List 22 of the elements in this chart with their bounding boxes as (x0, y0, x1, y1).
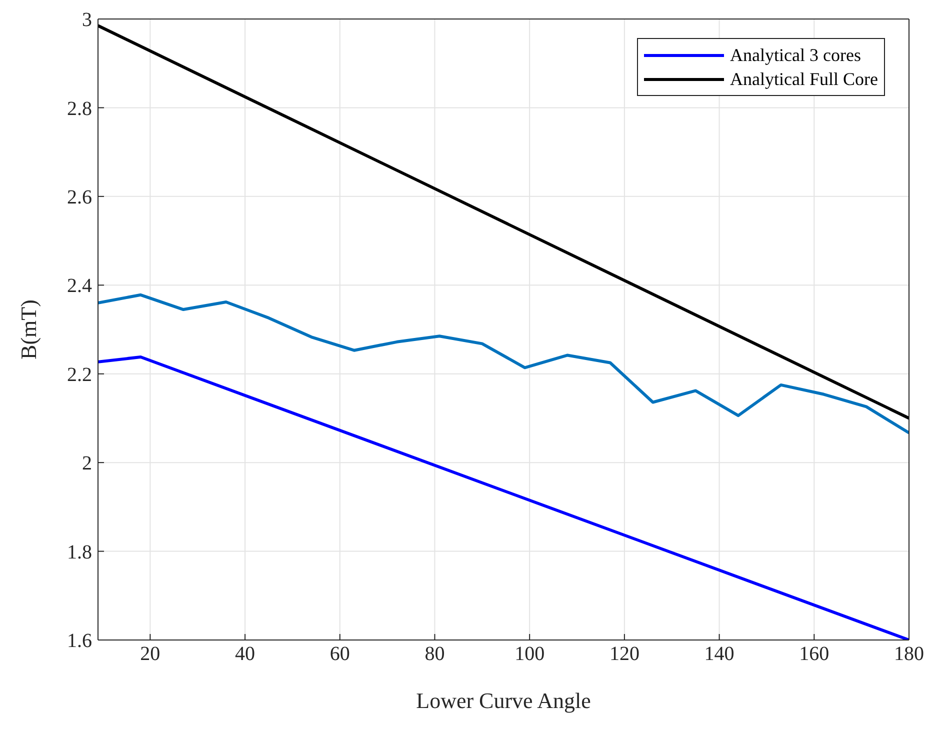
x-tick-label: 80 (424, 643, 445, 666)
y-tick-label: 2.8 (67, 98, 92, 120)
x-tick-label: 160 (799, 643, 830, 666)
y-tick-label: 3 (82, 9, 92, 32)
y-tick-label: 2.2 (67, 364, 92, 386)
y-tick-label: 2 (82, 452, 92, 475)
y-axis-title: B(mT) (16, 300, 41, 360)
y-tick-label: 1.8 (67, 541, 92, 564)
x-tick-label: 180 (894, 643, 924, 666)
legend-label: Analytical 3 cores (730, 44, 861, 67)
y-tick-label: 1.6 (67, 630, 92, 652)
x-tick-label: 120 (609, 643, 640, 666)
y-tick-label: 2.4 (67, 275, 92, 298)
y-tick-label: 2.6 (67, 186, 92, 209)
x-axis-title: Lower Curve Angle (416, 688, 591, 713)
x-tick-label: 100 (514, 643, 545, 666)
legend-label: Analytical Full Core (730, 68, 878, 91)
x-tick-label: 20 (140, 643, 160, 666)
line-series (98, 293, 909, 434)
x-tick-label: 140 (704, 643, 734, 666)
x-tick-label: 40 (235, 643, 256, 666)
x-tick-label: 60 (330, 643, 350, 666)
